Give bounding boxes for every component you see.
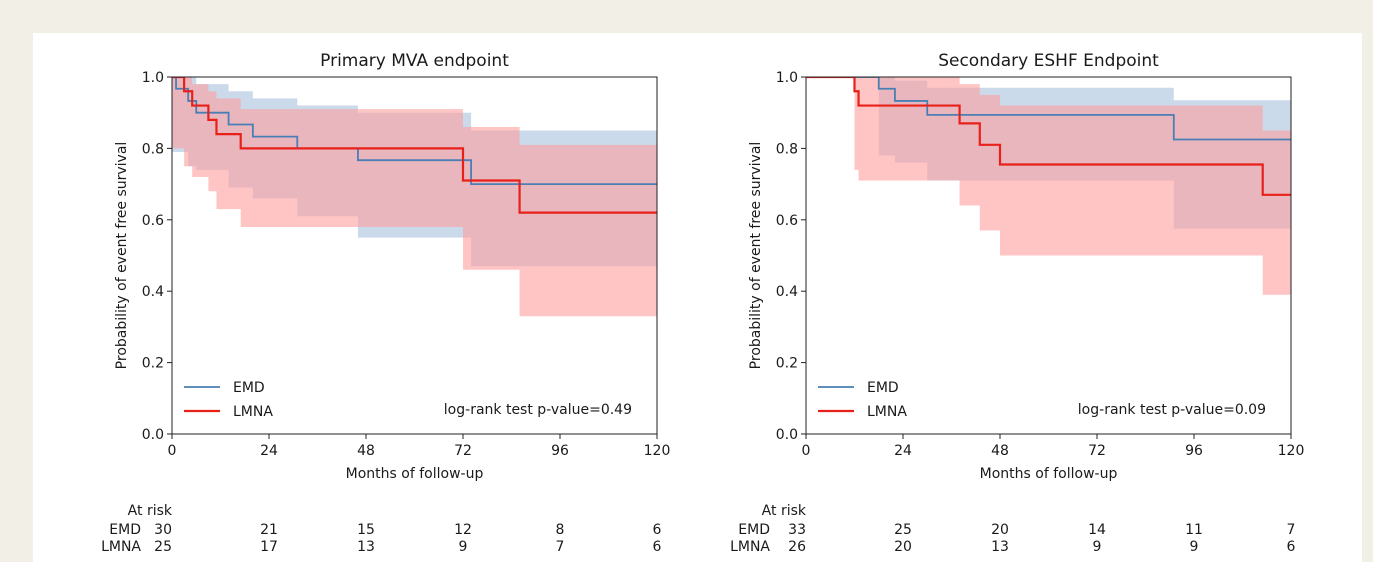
axes-frame <box>171 76 658 435</box>
logrank-annotation: log-rank test p-value=0.49 <box>444 402 632 418</box>
at-risk-value: 21 <box>260 522 278 538</box>
y-tick-label: 0.4 <box>142 284 164 300</box>
at-risk-value: 33 <box>788 522 806 538</box>
x-tick-label: 0 <box>802 443 811 459</box>
y-tick-label: 1.0 <box>142 70 164 86</box>
at-risk-value: 7 <box>556 539 565 555</box>
x-tick-label: 24 <box>894 443 912 459</box>
x-tick-label: 96 <box>551 443 569 459</box>
x-tick-label: 120 <box>1278 443 1305 459</box>
x-tick-label: 96 <box>1185 443 1203 459</box>
survival-line-lmna <box>806 77 1291 196</box>
plot-area <box>172 77 657 317</box>
at-risk-value: 14 <box>1088 522 1106 538</box>
at-risk-value: 20 <box>894 539 912 555</box>
at-risk-row-name: EMD <box>738 522 770 538</box>
legend-label-lmna: LMNA <box>233 404 273 420</box>
y-tick-label: 0.0 <box>776 427 798 443</box>
at-risk-value: 11 <box>1185 522 1203 538</box>
x-tick-label: 120 <box>644 443 671 459</box>
legend-label-lmna: LMNA <box>867 404 907 420</box>
legend: EMD LMNA <box>184 380 273 420</box>
y-tick-label: 0.2 <box>142 356 164 372</box>
y-axis-label: Probability of event free survival <box>114 142 130 370</box>
x-tick-label: 72 <box>454 443 472 459</box>
survival-line-emd <box>806 77 1291 141</box>
at-risk-value: 6 <box>1287 539 1296 555</box>
legend-label-emd: EMD <box>867 380 899 396</box>
y-tick-label: 0.8 <box>142 141 164 157</box>
at-risk-value: 13 <box>357 539 375 555</box>
axes-frame <box>805 76 1292 435</box>
at-risk-value: 6 <box>653 522 662 538</box>
chart-title: Secondary ESHF Endpoint <box>938 51 1159 71</box>
at-risk-row-name: EMD <box>109 522 141 538</box>
at-risk-value: 9 <box>1093 539 1102 555</box>
at-risk-value: 6 <box>653 539 662 555</box>
ci-band-lmna <box>806 77 1291 295</box>
y-tick-label: 0.0 <box>142 427 164 443</box>
y-axis-label: Probability of event free survival <box>748 142 764 370</box>
y-tick-label: 0.6 <box>776 213 798 229</box>
at-risk-value: 15 <box>357 522 375 538</box>
y-tick-label: 0.8 <box>776 141 798 157</box>
logrank-annotation: log-rank test p-value=0.09 <box>1078 402 1266 418</box>
y-tick-label: 0.6 <box>142 213 164 229</box>
survival-line-lmna <box>172 77 657 214</box>
at-risk-value: 17 <box>260 539 278 555</box>
at-risk-value: 26 <box>788 539 806 555</box>
ci-band-lmna <box>172 77 657 317</box>
y-tick-label: 0.4 <box>776 284 798 300</box>
legend-label-emd: EMD <box>233 380 265 396</box>
legend: EMD LMNA <box>818 380 907 420</box>
at-risk-label: At risk <box>762 503 807 519</box>
at-risk-value: 9 <box>459 539 468 555</box>
at-risk-row-name: LMNA <box>101 539 141 555</box>
at-risk-value: 9 <box>1190 539 1199 555</box>
plot-area <box>806 77 1291 295</box>
y-tick-label: 1.0 <box>776 70 798 86</box>
at-risk-table: At risk EMD 30 21 15 12 8 6 LMNA 25 17 13 9 7 6 <box>101 503 661 555</box>
at-risk-value: 7 <box>1287 522 1296 538</box>
x-tick-label: 72 <box>1088 443 1106 459</box>
x-tick-label: 48 <box>991 443 1009 459</box>
at-risk-label: At risk <box>128 503 173 519</box>
y-tick-label: 0.2 <box>776 356 798 372</box>
chart-title: Primary MVA endpoint <box>320 51 509 71</box>
at-risk-value: 25 <box>894 522 912 538</box>
at-risk-value: 30 <box>154 522 172 538</box>
x-tick-label: 0 <box>168 443 177 459</box>
x-axis-label: Months of follow-up <box>346 466 484 482</box>
at-risk-value: 13 <box>991 539 1009 555</box>
at-risk-value: 12 <box>454 522 472 538</box>
x-tick-label: 24 <box>260 443 278 459</box>
chart-2: 0.00.20.40.60.81.00 24 48 72 96 120Secondary … <box>730 51 1304 555</box>
at-risk-value: 20 <box>991 522 1009 538</box>
x-axis-label: Months of follow-up <box>980 466 1118 482</box>
at-risk-value: 25 <box>154 539 172 555</box>
survival-line-emd <box>172 77 657 185</box>
at-risk-row-name: LMNA <box>730 539 770 555</box>
x-tick-label: 48 <box>357 443 375 459</box>
at-risk-value: 8 <box>556 522 565 538</box>
